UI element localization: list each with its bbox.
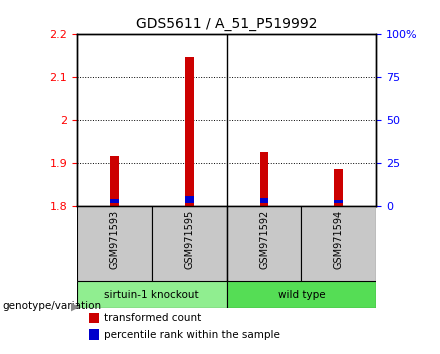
Text: wild type: wild type	[278, 290, 325, 300]
Bar	[334, 169, 343, 206]
Bar	[260, 152, 268, 206]
Bar	[301, 206, 376, 281]
Text: GSM971592: GSM971592	[259, 210, 269, 269]
Text: GSM971595: GSM971595	[184, 210, 194, 269]
Bar	[227, 206, 301, 281]
Bar	[185, 57, 194, 206]
Bar	[227, 281, 376, 308]
Text: GSM971593: GSM971593	[110, 210, 119, 269]
Bar	[110, 199, 119, 202]
Bar	[185, 196, 194, 202]
Bar	[77, 206, 152, 281]
Bar	[77, 281, 227, 308]
Bar	[89, 329, 99, 340]
Text: transformed count: transformed count	[104, 313, 201, 323]
Title: GDS5611 / A_51_P519992: GDS5611 / A_51_P519992	[136, 17, 317, 31]
Bar	[110, 156, 119, 206]
Text: genotype/variation: genotype/variation	[2, 301, 101, 311]
Bar	[152, 206, 227, 281]
Text: ▶: ▶	[71, 301, 80, 311]
Bar	[89, 313, 99, 323]
Text: sirtuin-1 knockout: sirtuin-1 knockout	[104, 290, 199, 300]
Bar	[334, 200, 343, 202]
Bar	[260, 198, 268, 202]
Text: percentile rank within the sample: percentile rank within the sample	[104, 330, 280, 339]
Text: GSM971594: GSM971594	[334, 210, 344, 269]
